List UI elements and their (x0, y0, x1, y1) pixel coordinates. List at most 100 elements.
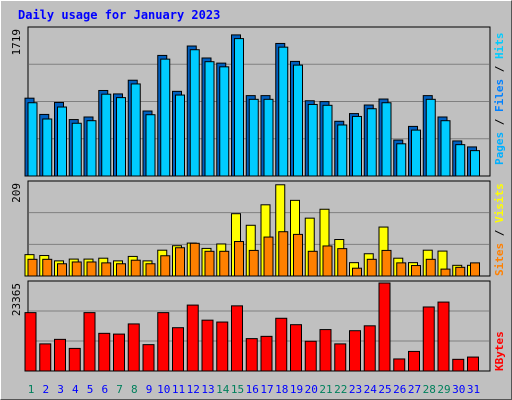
visits-bar-front (130, 259, 141, 277)
hits-bar-front (130, 83, 141, 177)
visits-bar-front (248, 249, 259, 277)
visits-bar-front (470, 262, 480, 277)
visits-bar-front (234, 241, 244, 277)
visits-bar-front (27, 258, 38, 277)
visits-bar-front (337, 248, 348, 277)
hits-bar-front (455, 144, 466, 177)
x-tick-label: 28 (423, 383, 436, 396)
x-tick-label: 21 (319, 383, 332, 396)
x-tick-label: 10 (157, 383, 170, 396)
kbytes-bar (201, 319, 214, 372)
x-tick-label: 22 (334, 383, 347, 396)
visits-bar-front (381, 249, 392, 277)
visits-bar-front (204, 250, 215, 277)
x-tick-label: 29 (437, 383, 450, 396)
kbytes-bar (260, 335, 273, 372)
x-tick-label: 9 (146, 383, 153, 396)
kbytes-bar (127, 323, 140, 372)
kbytes-bar (54, 338, 66, 372)
kbytes-bar (437, 301, 450, 372)
kbytes-bar (186, 304, 199, 372)
visits-bar-front (57, 263, 67, 277)
visits-bar-front (322, 245, 333, 277)
x-tick-label: 14 (216, 383, 230, 396)
x-tick-label: 8 (131, 383, 138, 396)
chart-title: Daily usage for January 2023 (18, 8, 221, 22)
visits-bar-front (307, 250, 318, 277)
kbytes-bar (304, 340, 317, 372)
kbytes-bar (393, 358, 406, 372)
x-tick-label: 30 (452, 383, 465, 396)
visits-bar-front (42, 258, 53, 277)
hits-bar-front (160, 58, 171, 177)
max-value-label: 1719 (10, 29, 23, 56)
kbytes-bar (172, 327, 184, 372)
kbytes-bar (378, 282, 391, 372)
kbytes-bar (231, 305, 243, 372)
hits-bar-front (57, 106, 67, 177)
hits-bar-front (263, 98, 274, 177)
kbytes-bar (142, 344, 155, 372)
hits-bar-front (71, 122, 82, 177)
visits-bar-front (278, 231, 289, 277)
x-tick-label: 13 (201, 383, 214, 396)
kbytes-bar (245, 338, 258, 372)
kbytes-bar (24, 312, 37, 372)
kbytes-bar (334, 343, 347, 372)
x-tick-label: 19 (290, 383, 303, 396)
x-tick-label: 23 (349, 383, 362, 396)
visits-bar-front (440, 268, 451, 277)
hits-bar-front (366, 108, 377, 177)
x-tick-label: 3 (57, 383, 64, 396)
legend-entry: KBytes (493, 331, 506, 371)
legend-entry: Sites (493, 243, 506, 276)
visits-bar-front (71, 261, 82, 277)
hits-bar-front (322, 104, 333, 177)
legend-1: Pages / Files / Hits (493, 33, 506, 166)
panel-2 (27, 180, 491, 277)
x-tick-label: 2 (42, 383, 49, 396)
kbytes-bar (290, 324, 302, 372)
visits-bar-front (116, 263, 126, 277)
x-tick-label: 27 (408, 383, 421, 396)
x-tick-label: 1 (28, 383, 35, 396)
kbytes-bar (349, 330, 361, 372)
visits-bar-front (425, 258, 436, 277)
visits-bar-front (145, 263, 156, 277)
legend-entry: Hits (493, 33, 506, 60)
hits-bar-front (145, 114, 156, 177)
hits-bar-front (248, 98, 259, 177)
hits-bar-front (27, 102, 38, 177)
x-tick-label: 26 (393, 383, 406, 396)
x-tick-label: 5 (87, 383, 94, 396)
max-value-label: 209 (10, 183, 23, 203)
visits-bar-front (160, 255, 171, 277)
legend-3: KBytes (493, 331, 506, 371)
x-tick-label: 6 (101, 383, 108, 396)
visits-bar-front (293, 233, 303, 277)
hits-bar-front (204, 61, 215, 177)
x-tick-label: 4 (72, 383, 79, 396)
visits-bar-front (352, 267, 362, 277)
kbytes-bar (39, 343, 52, 372)
kbytes-bar (157, 312, 170, 372)
kbytes-bar (83, 312, 96, 372)
visits-bar-front (86, 261, 97, 277)
visits-bar-front (219, 250, 230, 277)
visits-bar-front (455, 266, 466, 277)
hits-bar-front (411, 129, 421, 177)
hits-bar-front (352, 115, 362, 177)
hits-bar-front (101, 93, 112, 177)
visits-bar-front (101, 262, 112, 277)
visits-bar-front (366, 258, 377, 277)
hits-bar-front (293, 64, 303, 177)
hits-bar-front (396, 143, 407, 177)
visits-bar-front (396, 262, 407, 277)
legend-entry: Files (493, 79, 506, 112)
x-tick-label: 20 (305, 383, 318, 396)
x-tick-label: 12 (187, 383, 200, 396)
hits-bar-front (307, 103, 318, 177)
hits-bar-front (234, 38, 244, 177)
legend-2: Sites / Visits (493, 183, 506, 276)
